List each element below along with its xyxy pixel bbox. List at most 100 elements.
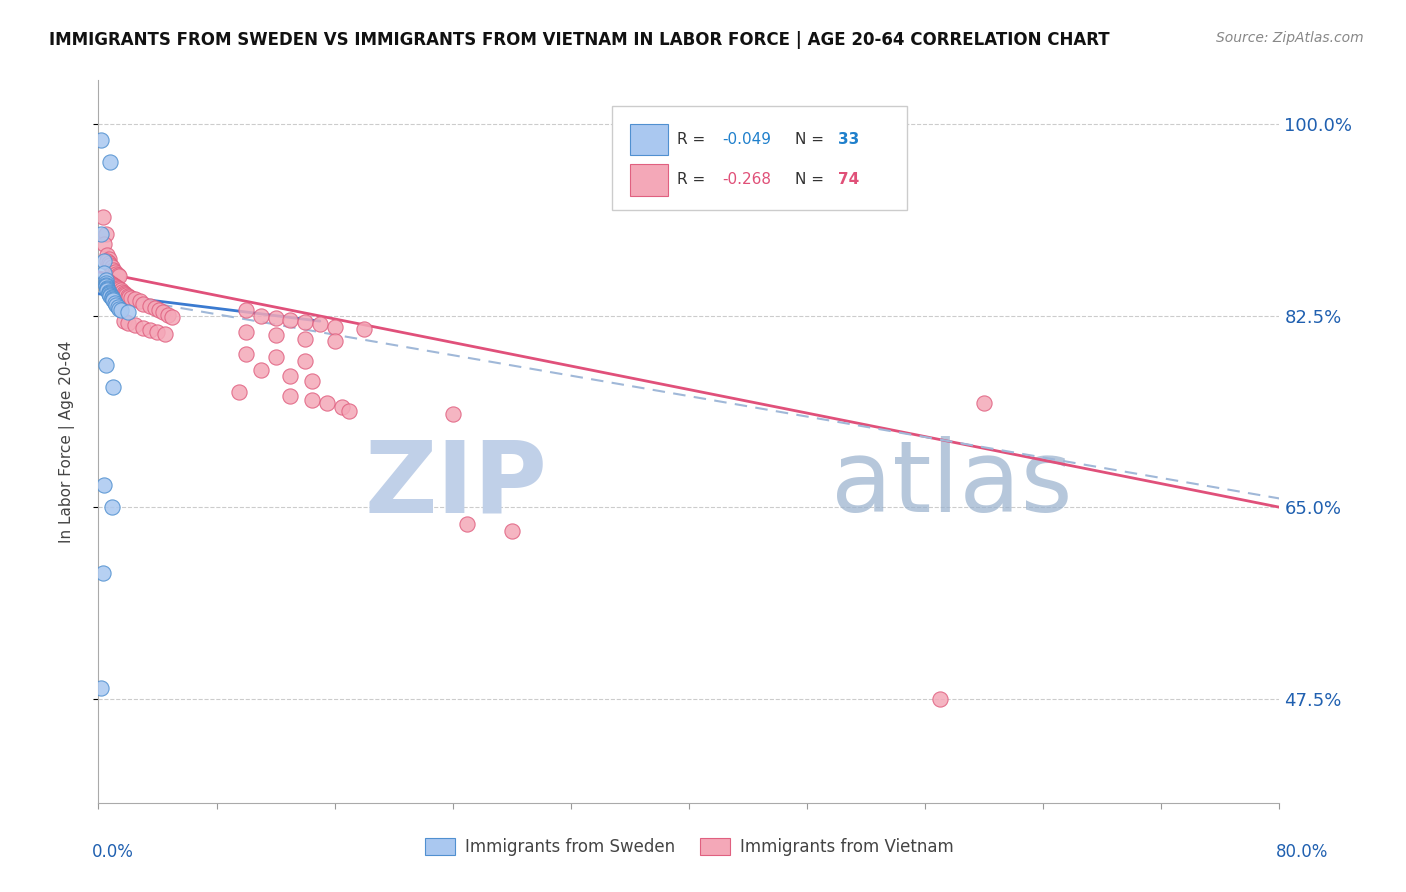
Text: ZIP: ZIP	[364, 436, 547, 533]
Point	[929, 691, 952, 706]
Point	[97, 256, 120, 270]
Point	[111, 285, 134, 299]
Point	[94, 358, 117, 372]
Point	[105, 267, 128, 281]
Point	[250, 363, 273, 377]
Point	[110, 284, 132, 298]
Point	[132, 296, 155, 310]
Point	[104, 295, 127, 310]
Point	[98, 155, 121, 169]
Text: 33: 33	[838, 132, 859, 147]
Text: atlas: atlas	[831, 436, 1073, 533]
Point	[96, 253, 118, 268]
Point	[124, 318, 146, 333]
Point	[250, 309, 273, 323]
Point	[323, 319, 346, 334]
Point	[104, 279, 127, 293]
Text: -0.268: -0.268	[723, 172, 770, 187]
Point	[280, 368, 302, 383]
Point	[118, 290, 141, 304]
Point	[156, 308, 179, 322]
Point	[973, 396, 995, 410]
Point	[105, 298, 128, 312]
Point	[103, 262, 125, 277]
Point	[235, 347, 257, 361]
Point	[108, 301, 131, 316]
Point	[120, 291, 142, 305]
Point	[148, 303, 170, 318]
Text: 80.0%: 80.0%	[1277, 843, 1329, 861]
FancyBboxPatch shape	[612, 105, 907, 211]
Point	[97, 285, 120, 300]
FancyBboxPatch shape	[630, 124, 668, 155]
Point	[100, 500, 122, 515]
Point	[316, 396, 339, 410]
Point	[107, 281, 129, 295]
Point	[108, 282, 131, 296]
Point	[93, 253, 115, 268]
Point	[105, 280, 128, 294]
Point	[110, 303, 132, 318]
Y-axis label: In Labor Force | Age 20-64: In Labor Force | Age 20-64	[59, 341, 75, 542]
Point	[162, 310, 183, 324]
Point	[117, 305, 139, 319]
Point	[107, 268, 129, 282]
Point	[90, 133, 112, 147]
Point	[98, 258, 121, 272]
Point	[264, 310, 287, 325]
Point	[93, 237, 115, 252]
Point	[107, 300, 129, 314]
Text: Source: ZipAtlas.com: Source: ZipAtlas.com	[1216, 31, 1364, 45]
Point	[294, 332, 316, 346]
Point	[294, 353, 316, 368]
Point	[132, 320, 155, 334]
FancyBboxPatch shape	[630, 164, 668, 196]
Point	[457, 516, 479, 531]
Point	[280, 313, 302, 327]
Point	[112, 314, 135, 328]
Text: N =: N =	[796, 132, 830, 147]
Point	[117, 289, 139, 303]
Point	[301, 392, 323, 407]
Point	[294, 315, 316, 329]
Point	[97, 286, 120, 301]
Text: N =: N =	[796, 172, 830, 187]
Point	[501, 524, 523, 539]
Point	[152, 305, 174, 319]
Text: IMMIGRANTS FROM SWEDEN VS IMMIGRANTS FROM VIETNAM IN LABOR FORCE | AGE 20-64 COR: IMMIGRANTS FROM SWEDEN VS IMMIGRANTS FRO…	[49, 31, 1109, 49]
Point	[96, 248, 118, 262]
Point	[264, 328, 287, 343]
Point	[103, 293, 125, 308]
Point	[91, 210, 114, 224]
Text: R =: R =	[678, 172, 710, 187]
Point	[97, 285, 120, 299]
Point	[93, 478, 115, 492]
Point	[96, 272, 118, 286]
Point	[114, 286, 136, 301]
Point	[98, 288, 121, 302]
Point	[353, 322, 375, 336]
Point	[103, 380, 125, 394]
Point	[100, 260, 122, 275]
Point	[100, 277, 122, 291]
Point	[98, 289, 121, 303]
Point	[330, 400, 353, 414]
Point	[108, 269, 131, 284]
Point	[96, 281, 118, 295]
Point	[235, 303, 257, 318]
Point	[264, 350, 287, 364]
Point	[441, 407, 464, 421]
Point	[104, 265, 127, 279]
Point	[94, 272, 117, 286]
Point	[90, 227, 112, 241]
Point	[97, 275, 120, 289]
Point	[98, 276, 121, 290]
Point	[339, 404, 361, 418]
Point	[143, 301, 166, 315]
Point	[280, 388, 302, 402]
Point	[153, 327, 176, 342]
Text: R =: R =	[678, 132, 710, 147]
Point	[94, 227, 117, 241]
Point	[94, 279, 117, 293]
Point	[96, 284, 118, 298]
